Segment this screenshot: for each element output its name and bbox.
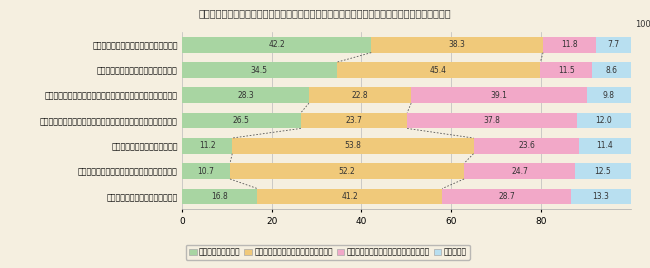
Text: 11.8: 11.8 [561,40,578,49]
Bar [371,37,543,53]
Text: 53.8: 53.8 [344,141,361,150]
Bar [182,37,630,53]
Text: 39.1: 39.1 [491,91,507,100]
Text: 42.2: 42.2 [268,40,285,49]
Text: 45.4: 45.4 [430,66,447,75]
Bar [182,189,257,204]
Text: 12.0: 12.0 [595,116,612,125]
Text: 34.5: 34.5 [251,66,268,75]
Text: 16.8: 16.8 [211,192,228,201]
Text: 11.2: 11.2 [199,141,215,150]
Bar [301,113,407,128]
Text: 28.3: 28.3 [237,91,254,100]
Text: 28.7: 28.7 [498,192,515,201]
Bar [182,138,630,154]
Text: 12.5: 12.5 [595,167,611,176]
Bar [309,87,411,103]
Text: 24.7: 24.7 [511,167,528,176]
Bar [232,138,473,154]
Text: 13.3: 13.3 [592,192,609,201]
Text: 26.5: 26.5 [233,116,250,125]
Text: 100（%）: 100（%） [635,19,650,28]
Bar [230,163,464,179]
Bar [464,163,575,179]
Bar [182,62,337,78]
Bar [577,113,630,128]
Bar [575,163,631,179]
Bar [540,62,592,78]
Bar [182,113,301,128]
Text: 22.8: 22.8 [352,91,369,100]
Text: 11.4: 11.4 [597,141,614,150]
Bar [586,87,630,103]
Bar [182,37,371,53]
Text: 41.2: 41.2 [341,192,358,201]
Bar [182,87,630,103]
Text: 10.7: 10.7 [198,167,214,176]
Text: 11.5: 11.5 [558,66,575,75]
Bar [411,87,586,103]
Text: 23.7: 23.7 [346,116,363,125]
Bar [182,138,232,154]
Bar [257,189,442,204]
Text: 問　次の環境に配慮した取組みについて、現時点での意向として最も近いものをお選び下さい。: 問 次の環境に配慮した取組みについて、現時点での意向として最も近いものをお選び下… [199,8,451,18]
Text: 52.2: 52.2 [339,167,356,176]
Text: 38.3: 38.3 [448,40,465,49]
Text: 8.6: 8.6 [605,66,617,75]
Bar [182,62,630,78]
Bar [182,163,630,179]
Text: 9.8: 9.8 [603,91,614,100]
Bar [579,138,630,154]
Text: 23.6: 23.6 [518,141,535,150]
Bar [442,189,571,204]
Bar [596,37,630,53]
Legend: 既に取り組んでいる, まだ取り組んでいないが、興味がある, 取り組んでおらず、取り組む予定もない, わからない: 既に取り組んでいる, まだ取り組んでいないが、興味がある, 取り組んでおらず、取… [186,245,470,260]
Text: 7.7: 7.7 [607,40,619,49]
Bar [182,87,309,103]
Text: 37.8: 37.8 [484,116,501,125]
Bar [543,37,596,53]
Bar [182,163,230,179]
Bar [474,138,579,154]
Bar [407,113,577,128]
Bar [592,62,630,78]
Bar [182,189,630,204]
Bar [337,62,540,78]
Bar [571,189,630,204]
Bar [182,113,630,128]
